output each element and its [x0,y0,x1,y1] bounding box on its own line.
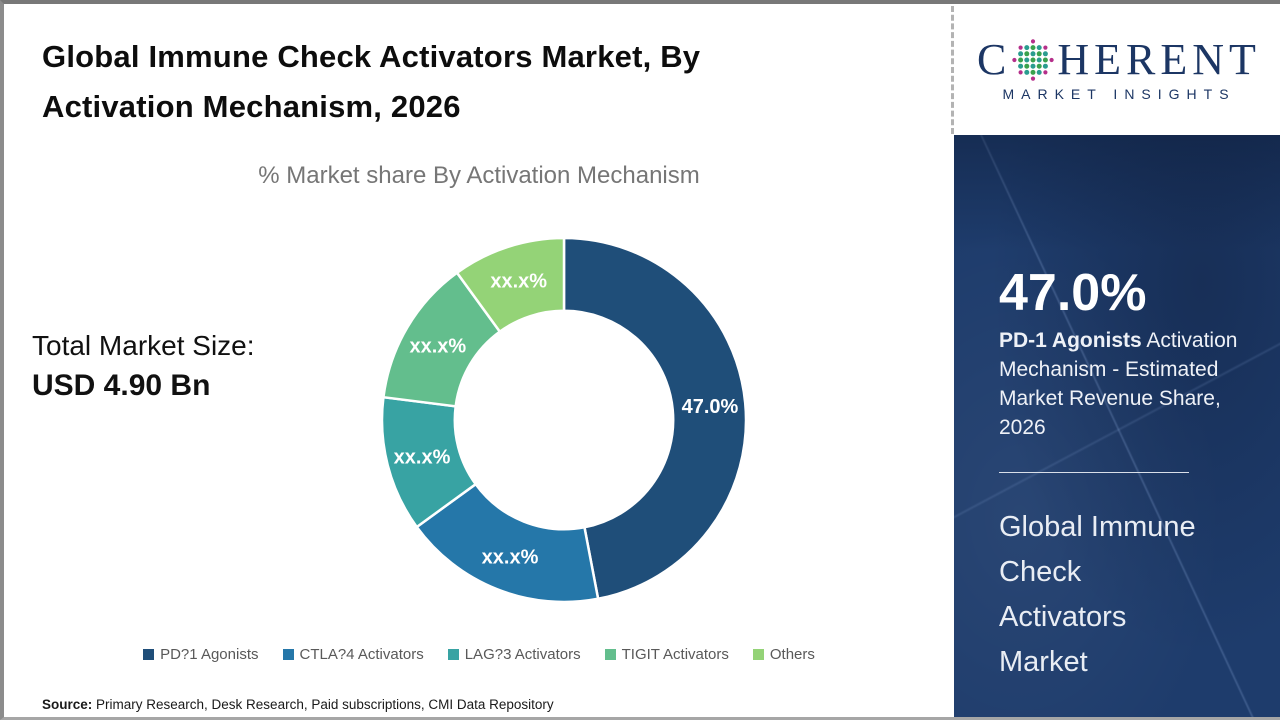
globe-dot [1043,57,1049,62]
source-text: Primary Research, Desk Research, Paid su… [92,697,554,712]
globe-dot [1018,45,1024,50]
sidebar-market-title-line: Market [999,646,1088,678]
sidebar-stat-value: 47.0% [999,264,1147,322]
globe-dot [1018,69,1024,74]
logo-wordmark: C HERENT [977,34,1261,84]
globe-dot [1018,57,1024,62]
legend-swatch-icon [143,649,155,660]
sidebar-market-title-line: Check [999,556,1082,588]
donut-slice [455,236,566,334]
globe-dot [1018,50,1024,56]
globe-dot [1049,57,1055,62]
logo-tagline: MARKET INSIGHTS [1002,85,1236,102]
globe-dot [1043,69,1048,74]
globe-dot [1024,44,1030,50]
legend-item: CTLA?4 Activators [282,646,424,663]
legend-item: Others [752,646,815,663]
sidebar-divider [999,472,1189,473]
globe-dot [1030,44,1036,50]
globe-dot [1037,50,1043,56]
logo: C HERENT MARKET INSIGHTS [954,4,1280,135]
source-note: Source: Primary Research, Desk Research,… [42,697,554,712]
source-label: Source: [42,697,93,712]
page-title: Global Immune Check Activators Market, B… [42,39,701,124]
globe-dot [1043,45,1048,50]
slice-data-label: 47.0% [682,396,739,418]
globe-dot [1043,63,1049,69]
globe-dots-icon [1012,38,1055,81]
legend-swatch-icon [752,649,764,660]
right-column: C HERENT MARKET INSIGHTS 47.0% PD-1 Agon… [951,4,1280,717]
chart-subtitle: % Market share By Activation Mechanism [258,162,700,189]
legend-label: PD?1 Agonists [160,646,259,663]
slice-data-label: xx.x% [490,271,547,293]
donut-chart: 47.0% xx.x% xx.x% xx.x% xx.x% [374,230,754,610]
legend-item: LAG?3 Activators [447,646,581,663]
globe-dot [1012,57,1017,62]
globe-dot [1024,57,1030,62]
globe-dot [1043,50,1049,56]
globe-dot [1024,50,1030,56]
globe-dot [1031,76,1036,81]
total-market-size-label: Total Market Size: [32,330,255,361]
legend-item: TIGIT Activators [604,646,729,663]
globe-dot [1037,57,1043,62]
globe-dot [1037,63,1043,69]
globe-dot [1037,69,1043,75]
sidebar-market-title-line: Activators [999,601,1127,633]
legend-label: Others [769,646,815,663]
globe-dot [1037,44,1043,50]
legend-swatch-icon [282,649,294,660]
sidebar-content: 47.0% PD-1 Agonists Activation Mechanism… [999,265,1241,685]
legend-swatch-icon [447,649,459,660]
sidebar-stat-description: PD-1 Agonists Activation Mechanism - Est… [999,326,1241,442]
legend-item: PD?1 Agonists [143,646,259,663]
legend-label: LAG?3 Activators [464,646,581,663]
sidebar-market-title: Global Immune Check Activators Market [999,505,1241,685]
globe-dot [1031,38,1036,43]
legend-label: TIGIT Activators [621,646,729,663]
logo-word-end: HERENT [1057,34,1261,84]
globe-dot [1030,50,1036,56]
sidebar-stat-description-bold: PD-1 Agonists [999,329,1142,352]
total-market-size: Total Market Size: USD 4.90 Bn [32,326,255,406]
globe-dot [1018,63,1024,69]
logo-word-start: C [977,34,1012,84]
slice-data-label: xx.x% [394,446,451,468]
total-market-size-value: USD 4.90 Bn [32,369,211,402]
dashed-separator [951,6,954,134]
globe-dot [1030,57,1036,62]
legend-label: CTLA?4 Activators [299,646,424,663]
legend-swatch-icon [604,649,616,660]
globe-dot [1030,63,1036,69]
sidebar-panel: 47.0% PD-1 Agonists Activation Mechanism… [954,135,1280,717]
donut-slice [562,236,748,601]
chart-legend: PD?1 Agonists CTLA?4 Activators LAG?3 Acti… [4,646,954,663]
globe-dot [1024,63,1030,69]
slice-data-label: xx.x% [482,546,539,568]
globe-dot [1030,69,1036,75]
slice-data-label: xx.x% [409,335,466,357]
globe-dot [1024,69,1030,75]
sidebar-market-title-line: Global Immune [999,511,1196,543]
sidebar-stat-description-rest: Activation Mechanism - Estimated Market … [999,329,1238,439]
